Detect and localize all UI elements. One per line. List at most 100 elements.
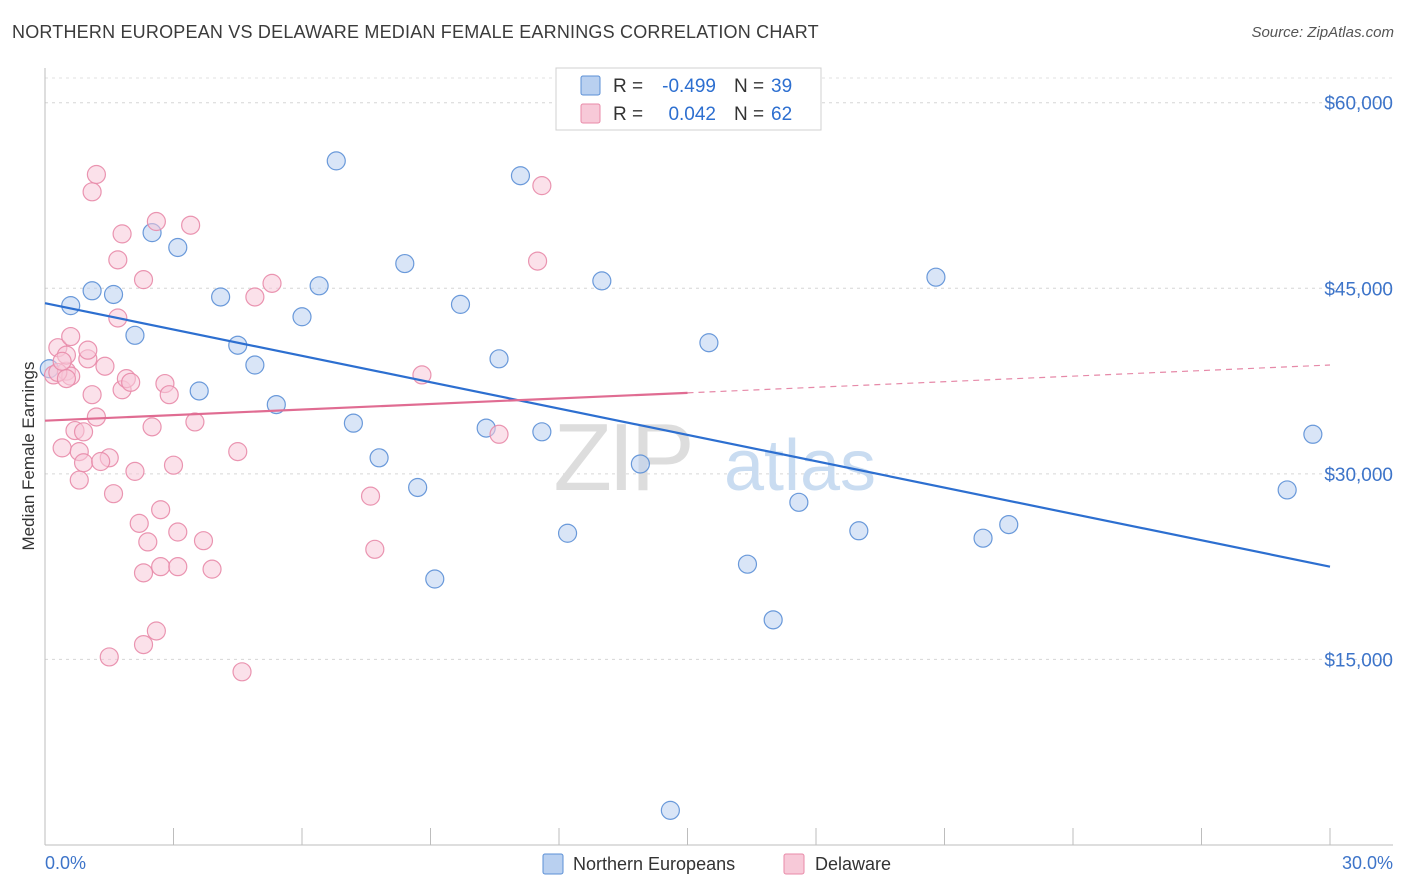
data-point (661, 801, 679, 819)
data-point (974, 529, 992, 547)
data-point (362, 487, 380, 505)
data-point (62, 328, 80, 346)
data-point (1278, 481, 1296, 499)
data-point (75, 423, 93, 441)
data-point (700, 334, 718, 352)
data-point (186, 413, 204, 431)
series-legend: Northern Europeans Delaware (543, 854, 891, 874)
x-tick-label-max: 30.0% (1342, 853, 1393, 873)
data-point (169, 238, 187, 256)
data-point (53, 439, 71, 457)
watermark-zip: ZIP (553, 404, 690, 511)
data-point (764, 611, 782, 629)
data-point (490, 425, 508, 443)
data-point (165, 456, 183, 474)
data-point (53, 352, 71, 370)
data-point (790, 493, 808, 511)
stats-r-label-2: R = (613, 104, 643, 125)
stats-r-label-1: R = (613, 76, 643, 97)
data-point (327, 152, 345, 170)
data-point (246, 356, 264, 374)
stats-n-label-1: N = (734, 76, 764, 97)
trend-line-northern-europeans (45, 303, 1330, 567)
data-point (533, 177, 551, 195)
trend-line-delaware-extension (688, 365, 1331, 393)
data-point (1304, 425, 1322, 443)
data-point (396, 255, 414, 273)
y-tick-label: $60,000 (1324, 94, 1393, 115)
data-point (169, 558, 187, 576)
data-point (113, 225, 131, 243)
data-point (593, 272, 611, 290)
data-point (233, 663, 251, 681)
y-tick-label: $30,000 (1324, 465, 1393, 486)
data-point (310, 277, 328, 295)
data-point (126, 326, 144, 344)
stats-swatch-northern-europeans (581, 76, 600, 95)
data-point (147, 213, 165, 231)
data-point (75, 454, 93, 472)
data-point (451, 295, 469, 313)
data-point (83, 183, 101, 201)
data-point (194, 532, 212, 550)
data-point (212, 288, 230, 306)
data-point (511, 167, 529, 185)
data-point (293, 308, 311, 326)
legend-label-delaware: Delaware (815, 854, 891, 874)
data-point (263, 274, 281, 292)
stats-legend: R = -0.499 N = 39 R = 0.042 N = 62 (556, 68, 821, 130)
legend-swatch-delaware (784, 854, 804, 874)
data-point (160, 386, 178, 404)
data-point (87, 165, 105, 183)
data-point (370, 449, 388, 467)
data-point (122, 373, 140, 391)
data-point (426, 570, 444, 588)
y-tick-labels: $15,000 $30,000 $45,000 $60,000 (1324, 94, 1393, 672)
data-point (409, 478, 427, 496)
data-point (1000, 516, 1018, 534)
data-point (927, 268, 945, 286)
data-point (152, 558, 170, 576)
data-point (143, 418, 161, 436)
data-point (105, 485, 123, 503)
data-point (850, 522, 868, 540)
series-delaware-points (45, 165, 551, 680)
y-tick-label: $15,000 (1324, 650, 1393, 671)
data-point (738, 555, 756, 573)
data-point (559, 524, 577, 542)
data-point (139, 533, 157, 551)
legend-label-northern-europeans: Northern Europeans (573, 854, 735, 874)
data-point (246, 288, 264, 306)
data-point (105, 285, 123, 303)
data-point (229, 443, 247, 461)
data-point (83, 386, 101, 404)
y-tick-label: $45,000 (1324, 279, 1393, 300)
axes (45, 68, 1393, 845)
data-point (83, 282, 101, 300)
stats-n-value-2: 62 (771, 104, 792, 125)
data-point (135, 271, 153, 289)
data-point (87, 408, 105, 426)
data-point (203, 560, 221, 578)
data-point (135, 564, 153, 582)
data-point (130, 514, 148, 532)
data-point (169, 523, 187, 541)
data-point (100, 648, 118, 666)
data-point (182, 216, 200, 234)
stats-n-label-2: N = (734, 104, 764, 125)
data-point (96, 357, 114, 375)
data-point (529, 252, 547, 270)
data-point (147, 622, 165, 640)
data-point (57, 370, 75, 388)
legend-swatch-northern-europeans (543, 854, 563, 874)
data-point (152, 501, 170, 519)
data-point (190, 382, 208, 400)
data-point (631, 455, 649, 473)
data-point (533, 423, 551, 441)
data-point (229, 336, 247, 354)
chart-container: NORTHERN EUROPEAN VS DELAWARE MEDIAN FEM… (0, 0, 1406, 892)
data-point (109, 251, 127, 269)
data-point (70, 471, 88, 489)
data-point (62, 297, 80, 315)
data-point (366, 540, 384, 558)
